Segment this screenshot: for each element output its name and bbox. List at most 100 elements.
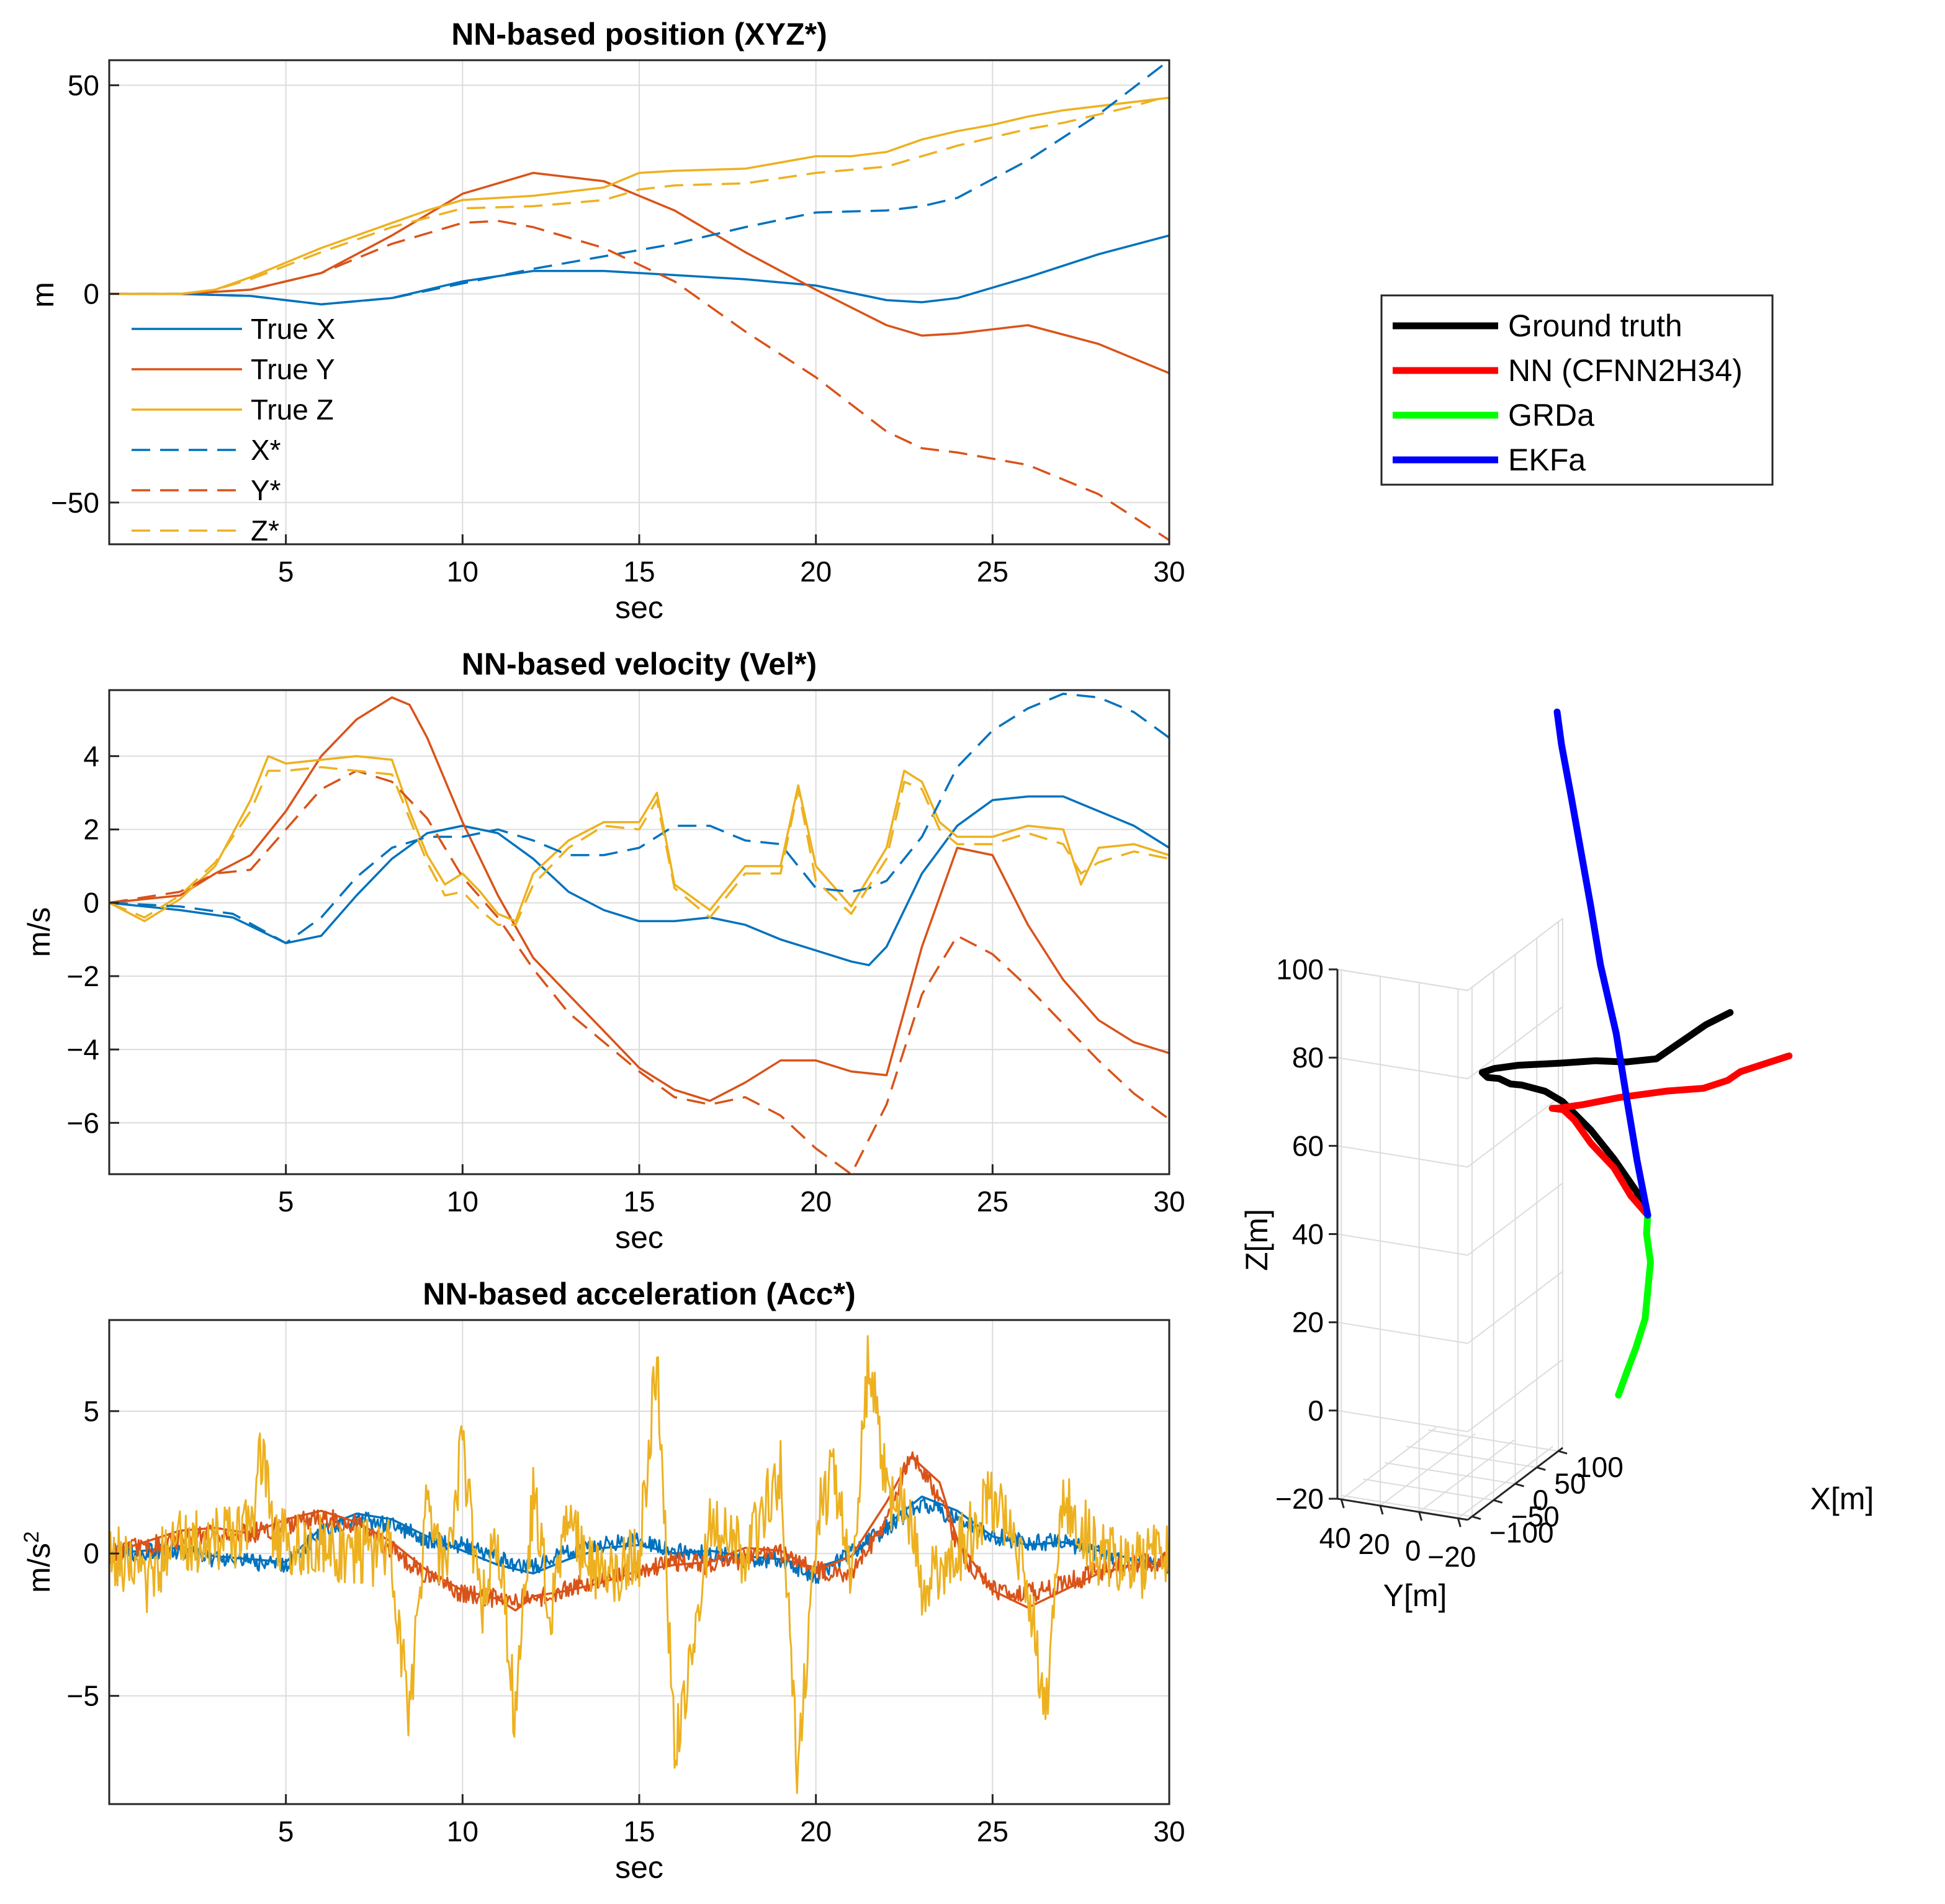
trajectory-ylabel: Y[m] [1383, 1578, 1447, 1613]
position-ylabel: m [25, 282, 60, 308]
position-ytick-label: −50 [51, 487, 99, 519]
trajectory-ztick-label: 100 [1276, 953, 1324, 986]
position-series-y- [109, 220, 1169, 541]
trajectory-series-nn-cfnn2h34- [1548, 1052, 1793, 1219]
trajectory-box-edge [1467, 918, 1563, 991]
velocity-series-true-z [109, 755, 1169, 923]
velocity-ytick-label: −4 [67, 1033, 99, 1066]
acceleration-series [109, 1335, 1169, 1794]
velocity-ytick-label: −6 [67, 1107, 99, 1139]
position-xtick-label: 30 [1153, 555, 1185, 588]
trajectory-ytick-mark [1418, 1511, 1423, 1521]
velocity-ylabel: m/s [22, 907, 56, 958]
trajectory-ytick-mark [1379, 1505, 1384, 1515]
position-series-z- [109, 94, 1169, 295]
trajectory-xtick-label: 0 [1532, 1484, 1548, 1516]
acceleration-ticks: 5 10 15 20 25 30 −5 0 5 [67, 1395, 1185, 1848]
trajectory-xtick-label: 100 [1576, 1451, 1624, 1483]
trajectory-legend-label: Ground truth [1508, 308, 1682, 343]
acceleration-xtick-label: 5 [278, 1815, 294, 1848]
position-legend-label: Z* [251, 514, 279, 547]
acceleration-panel: 5 10 15 20 25 30 −5 0 5 NN-based acceleration (A… [20, 1277, 1185, 1885]
position-ytick-label: 50 [68, 69, 99, 101]
trajectory-legend-label: EKFa [1508, 442, 1586, 477]
velocity-ytick-label: 2 [83, 814, 99, 846]
trajectory-ytick-label: 0 [1405, 1534, 1421, 1566]
trajectory-ytick-label: 40 [1319, 1522, 1351, 1554]
acceleration-xtick-label: 25 [977, 1815, 1008, 1848]
acceleration-xlabel: sec [615, 1850, 663, 1885]
trajectory-series-ekfa [1553, 708, 1651, 1219]
position-series-x- [109, 60, 1169, 306]
trajectory-grid-back [1467, 1270, 1563, 1344]
trajectory-legend-label: GRDa [1508, 398, 1594, 433]
position-xtick-label: 5 [278, 555, 294, 588]
position-legend: True X True Y True Z X* Y* Z* [132, 313, 335, 547]
trajectory-grid-side [1337, 1409, 1468, 1432]
trajectory-grid-floor [1341, 1494, 1473, 1517]
trajectory-ytick-label: −20 [1427, 1540, 1476, 1573]
velocity-grid [109, 690, 1170, 1174]
velocity-series [109, 693, 1169, 1174]
trajectory-ytick-mark [1457, 1518, 1462, 1527]
trajectory-xtick-mark [1536, 1466, 1546, 1471]
velocity-xlabel: sec [615, 1220, 663, 1255]
velocity-xtick-label: 15 [623, 1185, 655, 1218]
trajectory-series-ground-truth [1478, 1009, 1734, 1219]
velocity-series-true-x [109, 795, 1169, 966]
acceleration-ylabel: m/s2 [20, 1531, 56, 1592]
velocity-xtick-label: 30 [1153, 1185, 1185, 1218]
trajectory-ytick-label: 20 [1358, 1528, 1390, 1560]
position-legend-label: Y* [251, 474, 281, 506]
trajectory-xtick-label: −100 [1489, 1517, 1554, 1549]
acceleration-xtick-label: 20 [800, 1815, 832, 1848]
trajectory-grid-side [1337, 1233, 1468, 1256]
trajectory-grid-side [1337, 1145, 1468, 1168]
trajectory-ztick-label: 40 [1292, 1218, 1324, 1251]
acceleration-xtick-label: 30 [1153, 1815, 1185, 1848]
trajectory-grid-floor [1380, 1433, 1476, 1506]
trajectory-ztick-label: 80 [1292, 1041, 1324, 1074]
position-xtick-label: 15 [623, 555, 655, 588]
trajectory-grid-side [1337, 1057, 1468, 1080]
velocity-series-x- [109, 693, 1169, 945]
position-xtick-label: 20 [800, 555, 832, 588]
trajectory-grid-back [1467, 1182, 1563, 1256]
trajectory-box [1336, 918, 1563, 1521]
trajectory-legend: Ground truth NN (CFNN2H34) GRDa EKFa [1380, 294, 1774, 486]
acceleration-ylabel-base: m/s [22, 1543, 56, 1593]
trajectory-ytick-mark [1340, 1499, 1345, 1509]
trajectory-xtick-mark [1471, 1516, 1481, 1520]
position-xtick-label: 25 [977, 555, 1008, 588]
position-title: NN-based position (XYZ*) [451, 17, 827, 52]
trajectory-ztick-label: 0 [1308, 1394, 1324, 1427]
position-xtick-label: 10 [447, 555, 478, 588]
acceleration-ytick-label: 0 [83, 1537, 99, 1569]
trajectory-grid-floor [1406, 1445, 1537, 1468]
velocity-xtick-label: 20 [800, 1185, 832, 1218]
trajectory-ztick-label: 20 [1292, 1306, 1324, 1339]
acceleration-ytick-label: −5 [67, 1680, 99, 1712]
velocity-series-true-y [109, 696, 1169, 1102]
position-ticks: 5 10 15 20 25 30 −50 0 50 [51, 69, 1185, 588]
velocity-xtick-label: 10 [447, 1185, 478, 1218]
acceleration-xtick-label: 15 [623, 1815, 655, 1848]
position-legend-label: True X [251, 313, 335, 345]
velocity-series-z- [109, 766, 1169, 926]
trajectory-xtick-mark [1558, 1450, 1568, 1455]
trajectory-grid-back [1467, 1094, 1563, 1168]
trajectory-box-edge [1337, 969, 1468, 991]
acceleration-xtick-label: 10 [447, 1815, 478, 1848]
trajectory-grid-floor [1341, 1427, 1437, 1500]
acceleration-title: NN-based acceleration (Acc*) [423, 1277, 855, 1311]
trajectory-xtick-label: −50 [1511, 1500, 1560, 1532]
position-legend-label: X* [251, 434, 281, 466]
trajectory-legend-label: NN (CFNN2H34) [1508, 353, 1743, 388]
trajectory-grid-back [1467, 1006, 1563, 1079]
trajectory-x-axis [1467, 1447, 1563, 1521]
trajectory-xtick-label: 50 [1554, 1468, 1586, 1500]
velocity-panel: 5 10 15 20 25 30 −6 −4 −2 0 2 4 NN-based velocity (… [22, 647, 1185, 1255]
